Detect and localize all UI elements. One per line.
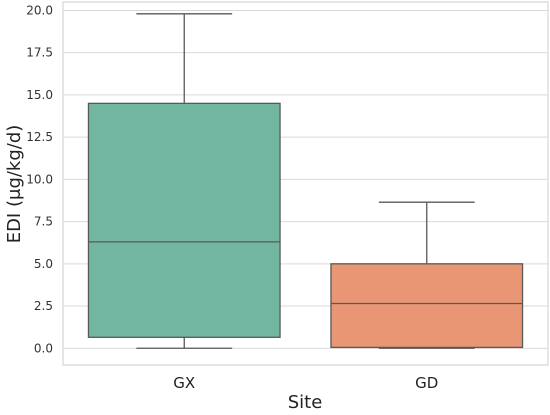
box-layer: [87, 13, 524, 349]
y-tick-label: 17.5: [26, 46, 53, 60]
x-tick-label: GD: [415, 374, 438, 392]
x-tick-layer: GX GD: [173, 374, 438, 392]
iqr-box: [87, 102, 281, 338]
y-tick-label: 12.5: [26, 130, 53, 144]
y-tick-label: 20.0: [26, 3, 53, 17]
y-tick-label: 7.5: [34, 215, 53, 229]
box-gx: [87, 13, 281, 349]
y-tick-layer: 0.0 2.5 5.0 7.5 10.0 12.5 15.0 17.5 20.0: [26, 3, 53, 355]
y-axis-title: EDI (μg/kg/d): [4, 125, 25, 244]
x-axis-title: Site: [288, 392, 323, 413]
y-tick-label: 10.0: [26, 172, 53, 186]
iqr-box: [330, 263, 524, 349]
x-tick-label: GX: [173, 374, 195, 392]
y-tick-label: 0.0: [34, 341, 53, 355]
box-gd: [330, 201, 524, 349]
y-tick-label: 15.0: [26, 88, 53, 102]
y-tick-label: 2.5: [34, 299, 53, 313]
y-tick-label: 5.0: [34, 257, 53, 271]
